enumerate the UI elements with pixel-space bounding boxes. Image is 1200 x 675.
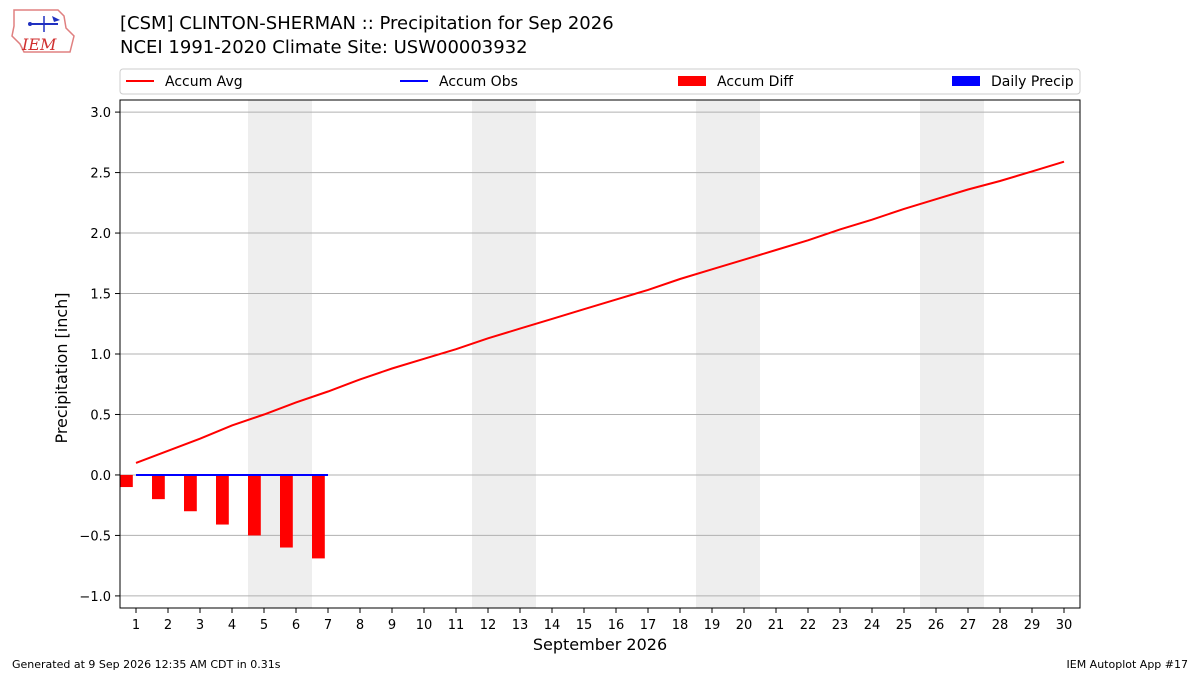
logo-text: IEM xyxy=(21,35,57,54)
x-tick-label: 28 xyxy=(992,618,1009,633)
x-tick-label: 6 xyxy=(292,618,300,633)
x-tick-label: 5 xyxy=(260,618,268,633)
x-tick-label: 16 xyxy=(608,618,625,633)
y-tick-label: 0.5 xyxy=(90,408,111,423)
y-tick-label: 2.0 xyxy=(90,227,111,242)
accum-diff-bar xyxy=(280,474,293,548)
x-tick-label: 10 xyxy=(416,618,433,633)
legend-swatch xyxy=(952,76,980,86)
legend-label: Daily Precip xyxy=(991,74,1074,90)
chart-title: [CSM] CLINTON-SHERMAN :: Precipitation f… xyxy=(120,13,614,34)
x-tick-label: 17 xyxy=(640,618,657,633)
accum-diff-bar xyxy=(216,474,229,525)
x-tick-label: 2 xyxy=(164,618,172,633)
legend-label: Accum Obs xyxy=(439,74,518,90)
accum-avg-line xyxy=(135,160,1065,464)
iem-logo: IEM xyxy=(11,9,75,54)
legend: Accum Avg Accum Obs Accum Diff Daily Precip xyxy=(119,68,1081,95)
x-tick-label: 1 xyxy=(132,618,140,633)
chart-subtitle: NCEI 1991-2020 Climate Site: USW00003932 xyxy=(120,37,528,58)
x-tick-label: 3 xyxy=(196,618,204,633)
x-tick-label: 30 xyxy=(1056,618,1073,633)
x-axis-label: September 2026 xyxy=(533,635,667,654)
x-tick-label: 24 xyxy=(864,618,881,633)
x-tick-label: 14 xyxy=(544,618,561,633)
generated-note: Generated at 9 Sep 2026 12:35 AM CDT in … xyxy=(12,658,281,671)
x-tick-label: 21 xyxy=(768,618,785,633)
x-tick-label: 29 xyxy=(1024,618,1041,633)
x-tick-label: 19 xyxy=(704,618,721,633)
x-tick-label: 8 xyxy=(356,618,364,633)
x-tick-label: 18 xyxy=(672,618,689,633)
x-tick-label: 23 xyxy=(832,618,849,633)
legend-label: Accum Diff xyxy=(717,74,793,90)
accum-diff-bar xyxy=(184,474,197,512)
accum-diff-bar xyxy=(248,474,261,536)
x-tick-label: 22 xyxy=(800,618,817,633)
y-tick-label: 1.0 xyxy=(90,348,111,363)
x-tick-label: 25 xyxy=(896,618,913,633)
accum-diff-bar xyxy=(120,474,133,488)
app-note: IEM Autoplot App #17 xyxy=(1066,658,1189,671)
legend-label: Accum Avg xyxy=(165,74,243,90)
x-tick-label: 7 xyxy=(324,618,332,633)
x-tick-label: 13 xyxy=(512,618,529,633)
legend-box xyxy=(119,68,1081,95)
x-tick-label: 9 xyxy=(388,618,396,633)
accum-diff-bar xyxy=(312,474,325,559)
x-tick-label: 26 xyxy=(928,618,945,633)
y-tick-label: −0.5 xyxy=(79,529,111,544)
y-tick-label: 3.0 xyxy=(90,106,111,121)
x-tick-label: 27 xyxy=(960,618,977,633)
y-tick-label: 0.0 xyxy=(90,469,111,484)
x-tick-label: 12 xyxy=(480,618,497,633)
y-tick-label: −1.0 xyxy=(79,590,111,605)
accum-diff-bar xyxy=(152,474,165,500)
y-axis-label: Precipitation [inch] xyxy=(52,292,71,443)
x-tick-label: 15 xyxy=(576,618,593,633)
x-tick-label: 11 xyxy=(448,618,465,633)
x-tick-label: 4 xyxy=(228,618,236,633)
legend-swatch xyxy=(678,76,706,86)
x-tick-label: 20 xyxy=(736,618,753,633)
y-tick-label: 1.5 xyxy=(90,288,111,303)
y-tick-label: 2.5 xyxy=(90,167,111,182)
